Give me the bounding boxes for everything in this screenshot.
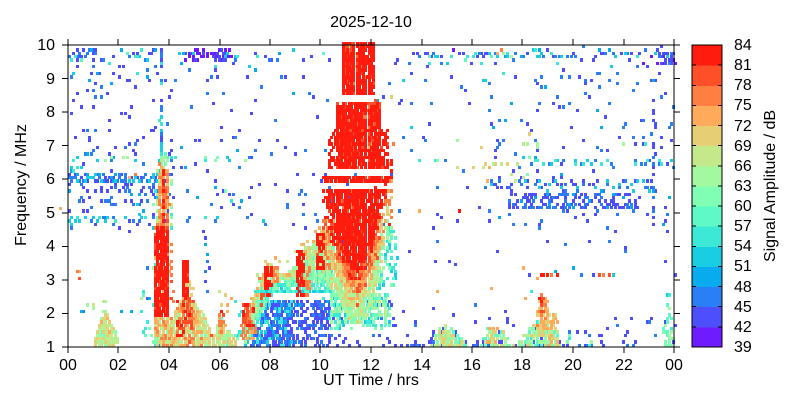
svg-text:1: 1 xyxy=(46,339,55,356)
svg-text:02: 02 xyxy=(109,357,127,374)
svg-text:08: 08 xyxy=(261,357,279,374)
svg-text:54: 54 xyxy=(734,238,752,255)
svg-text:60: 60 xyxy=(734,198,752,215)
svg-text:10: 10 xyxy=(37,37,55,54)
svg-text:12: 12 xyxy=(362,357,380,374)
svg-text:75: 75 xyxy=(734,97,752,114)
svg-text:2025-12-10: 2025-12-10 xyxy=(330,14,412,31)
svg-text:48: 48 xyxy=(734,279,752,296)
svg-text:57: 57 xyxy=(734,218,752,235)
svg-text:69: 69 xyxy=(734,138,752,155)
svg-text:66: 66 xyxy=(734,158,752,175)
svg-text:5: 5 xyxy=(46,205,55,222)
svg-text:16: 16 xyxy=(463,357,481,374)
svg-text:81: 81 xyxy=(734,57,752,74)
svg-text:22: 22 xyxy=(615,357,633,374)
svg-text:6: 6 xyxy=(46,171,55,188)
svg-text:9: 9 xyxy=(46,71,55,88)
svg-text:3: 3 xyxy=(46,272,55,289)
svg-text:14: 14 xyxy=(413,357,431,374)
svg-text:2: 2 xyxy=(46,305,55,322)
svg-text:8: 8 xyxy=(46,104,55,121)
svg-text:84: 84 xyxy=(734,37,752,54)
svg-text:63: 63 xyxy=(734,178,752,195)
svg-text:04: 04 xyxy=(160,357,178,374)
svg-text:10: 10 xyxy=(311,357,329,374)
svg-text:4: 4 xyxy=(46,238,55,255)
svg-text:45: 45 xyxy=(734,299,752,316)
svg-text:18: 18 xyxy=(513,357,531,374)
svg-text:06: 06 xyxy=(211,357,229,374)
svg-text:7: 7 xyxy=(46,138,55,155)
svg-text:42: 42 xyxy=(734,319,752,336)
svg-text:Signal Amplitude / dB: Signal Amplitude / dB xyxy=(762,110,779,262)
svg-text:Frequency / MHz: Frequency / MHz xyxy=(13,124,30,246)
svg-text:78: 78 xyxy=(734,77,752,94)
svg-text:51: 51 xyxy=(734,258,752,275)
svg-text:72: 72 xyxy=(734,118,752,135)
svg-text:20: 20 xyxy=(564,357,582,374)
svg-text:UT Time / hrs: UT Time / hrs xyxy=(323,372,419,389)
svg-text:00: 00 xyxy=(59,357,77,374)
svg-text:00: 00 xyxy=(665,357,683,374)
svg-text:39: 39 xyxy=(734,339,752,356)
